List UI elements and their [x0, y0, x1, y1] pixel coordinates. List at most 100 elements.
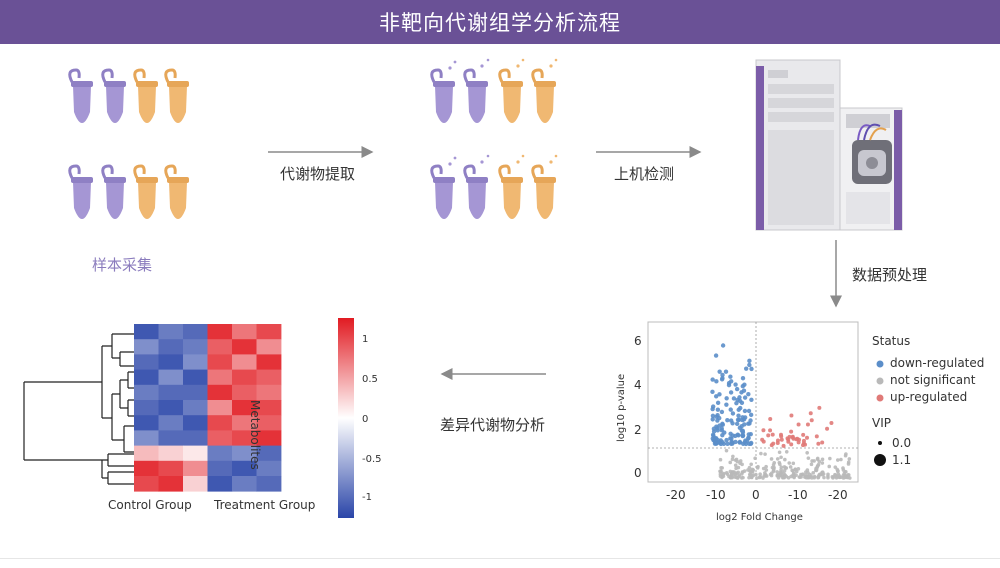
- volcano-point: [784, 449, 789, 454]
- legend-up-label: up-regulated: [890, 390, 968, 404]
- volcano-point: [805, 468, 810, 472]
- volcano-point: [711, 429, 717, 434]
- legend-ns-label: not significant: [890, 373, 976, 387]
- volcano-point: [718, 472, 723, 477]
- volcano-point: [817, 405, 822, 410]
- heatmap-cell: [134, 354, 159, 370]
- volcano-point: [746, 391, 751, 397]
- heatmap-dendrogram: [23, 333, 134, 485]
- volcano-point: [783, 466, 788, 470]
- vip-small-dot: [878, 441, 882, 445]
- extracted-tubes: [430, 58, 558, 221]
- volcano-point: [734, 475, 738, 480]
- volcano-point: [733, 382, 738, 387]
- volcano-point: [763, 452, 767, 456]
- volcano-point: [768, 428, 773, 433]
- volcano-point: [713, 394, 719, 399]
- volcano-point: [720, 343, 726, 348]
- volcano-point: [719, 409, 725, 415]
- heatmap-grid: [134, 324, 282, 492]
- legend-vip-large: 1.1: [892, 453, 912, 467]
- volcano-point: [809, 418, 814, 423]
- volcano-point: [777, 450, 782, 455]
- volcano-point: [725, 441, 730, 447]
- legend-vip-title: VIP: [872, 416, 891, 430]
- volcano-point: [789, 413, 794, 418]
- volcano-point: [815, 456, 820, 461]
- volcano-point: [791, 471, 796, 476]
- heatmap-cell: [256, 369, 282, 386]
- volcano-point: [749, 462, 754, 467]
- volcano-point: [844, 470, 848, 474]
- volcano-ylabel: log10 p-value: [616, 373, 627, 442]
- volcano-point: [710, 389, 715, 395]
- heatmap-cell: [183, 430, 208, 446]
- volcano-point: [783, 457, 787, 462]
- volcano-x-tick: -20: [666, 488, 686, 502]
- heatmap-cell: [207, 384, 233, 401]
- volcano-point: [737, 440, 742, 445]
- heatmap-cell: [183, 354, 208, 370]
- heatmap-cell: [134, 445, 159, 462]
- heatmap-cell: [158, 369, 184, 386]
- volcano-point: [747, 465, 752, 470]
- volcano-point: [827, 464, 832, 469]
- heatmap-cell: [183, 369, 208, 386]
- volcano-point: [750, 467, 755, 472]
- volcano-point: [799, 472, 803, 477]
- volcano-point: [722, 430, 727, 435]
- volcano-point: [717, 369, 722, 374]
- heatmap-group-treatment: Treatment Group: [214, 498, 316, 512]
- bottom-divider: [0, 558, 1000, 559]
- volcano-point: [720, 375, 725, 381]
- volcano-point: [740, 376, 746, 381]
- volcano-point: [749, 397, 754, 403]
- volcano-point: [728, 379, 734, 384]
- volcano-point: [805, 422, 810, 427]
- volcano-point: [828, 456, 832, 461]
- heatmap-cell: [183, 476, 208, 492]
- volcano-point: [720, 422, 725, 427]
- volcano-point: [750, 474, 755, 478]
- heatmap-cell: [256, 400, 282, 416]
- volcano-point: [835, 467, 839, 472]
- volcano-point: [759, 451, 763, 456]
- volcano-point: [822, 475, 826, 480]
- legend-vip-small: 0.0: [892, 436, 912, 450]
- volcano-point: [737, 425, 743, 431]
- legend-down-label: down-regulated: [890, 356, 985, 370]
- legend-ns-dot: [876, 377, 884, 385]
- heatmap-cell: [256, 384, 282, 401]
- mass-spectrometer-icon: [755, 59, 903, 231]
- heatmap-cell: [232, 354, 257, 370]
- heatmap-cell: [232, 476, 257, 492]
- volcano-point: [724, 396, 729, 401]
- volcano-point: [729, 439, 734, 445]
- legend-up-dot: [876, 394, 884, 402]
- heatmap-cell: [134, 400, 159, 416]
- volcano-point: [772, 460, 777, 465]
- heatmap-row-label: Metabolites: [248, 400, 262, 470]
- volcano-point: [743, 438, 748, 443]
- volcano-point: [778, 462, 782, 466]
- volcano-point: [741, 475, 745, 480]
- volcano-point: [746, 408, 752, 414]
- volcano-point: [816, 441, 821, 446]
- volcano-point: [786, 439, 791, 444]
- scale-tick: -1: [362, 492, 372, 503]
- heatmap-cell: [232, 324, 257, 340]
- volcano-point: [723, 369, 729, 374]
- volcano-point: [779, 465, 784, 469]
- volcano-point: [761, 466, 766, 471]
- legend-status-title: Status: [872, 334, 911, 348]
- volcano-point: [741, 417, 747, 422]
- volcano-point: [740, 441, 746, 446]
- heatmap-cell: [134, 324, 159, 340]
- heatmap-cell: [183, 384, 208, 401]
- heatmap-cell: [232, 430, 257, 446]
- volcano-point: [748, 432, 753, 437]
- heatmap-cell: [158, 430, 184, 446]
- volcano-point: [714, 414, 719, 419]
- volcano-point: [731, 396, 737, 401]
- volcano-point: [768, 417, 773, 422]
